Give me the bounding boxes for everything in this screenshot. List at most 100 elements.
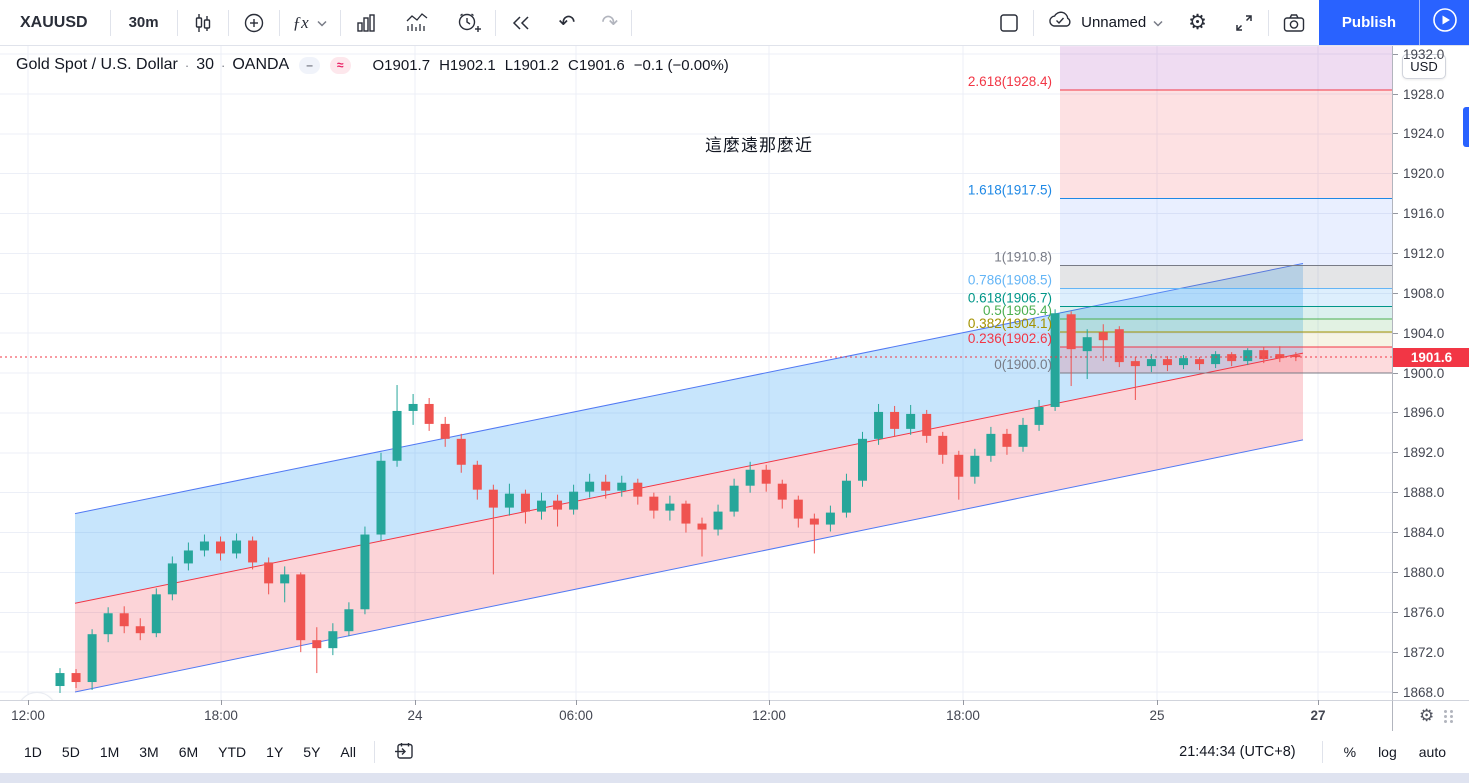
fib-band[interactable] bbox=[1060, 46, 1392, 91]
tick-mark bbox=[415, 700, 416, 705]
fullscreen-button[interactable] bbox=[1220, 0, 1268, 45]
chart-properties-button[interactable]: ⚙ bbox=[1175, 0, 1220, 45]
replay-button[interactable] bbox=[496, 0, 546, 45]
go-to-date-button[interactable] bbox=[383, 736, 425, 769]
log-scale-button[interactable]: log bbox=[1378, 744, 1397, 760]
fib-level-label: 1.618(1917.5) bbox=[968, 183, 1052, 198]
tick-mark bbox=[1318, 700, 1319, 705]
fullscreen-icon bbox=[1233, 12, 1255, 34]
fib-band[interactable] bbox=[1060, 90, 1392, 199]
candles-style-button[interactable] bbox=[178, 0, 228, 45]
legend-exchange[interactable]: OANDA bbox=[232, 56, 290, 73]
forecast-metrics-button[interactable] bbox=[391, 0, 443, 45]
chart-canvas[interactable]: 0(1900.0) 0.236(1902.6) 0.382(1904.1) 0.5(1… bbox=[0, 46, 1392, 700]
fib-band[interactable] bbox=[1060, 198, 1392, 266]
tick-mark bbox=[1393, 492, 1398, 494]
channel-upper-line[interactable] bbox=[74, 262, 1304, 515]
fib-band[interactable] bbox=[1060, 319, 1392, 333]
candle-body bbox=[906, 413, 916, 429]
time-axis[interactable]: 12:00 18:00 24 06:00 12:00 18:00 25 27 bbox=[0, 700, 1392, 731]
candle-body bbox=[841, 480, 851, 513]
alert-button[interactable] bbox=[443, 0, 495, 45]
currency-badge[interactable]: USD bbox=[1402, 54, 1446, 79]
fib-band[interactable] bbox=[1060, 306, 1392, 320]
range-1y-button[interactable]: 1Y bbox=[266, 744, 284, 760]
compare-add-button[interactable] bbox=[229, 0, 279, 45]
interval-button[interactable]: 30m bbox=[128, 14, 159, 31]
candle-body bbox=[1211, 354, 1221, 365]
candle-body bbox=[713, 511, 723, 530]
range-6m-button[interactable]: 6M bbox=[178, 744, 199, 760]
range-1m-button[interactable]: 1M bbox=[99, 744, 120, 760]
last-price-label: 1901.6 bbox=[1393, 347, 1469, 367]
range-all-button[interactable]: All bbox=[340, 744, 356, 760]
price-chart[interactable]: 0(1900.0) 0.236(1902.6)0.382(1904.1)0.5(1… bbox=[0, 46, 1392, 700]
candle-body bbox=[1114, 329, 1124, 363]
publish-menu-button[interactable] bbox=[1419, 0, 1469, 45]
candle-body bbox=[183, 550, 193, 564]
session-clock[interactable]: 21:44:34 (UTC+8) bbox=[1179, 744, 1296, 760]
price-tick-label: 1872.0 bbox=[1393, 644, 1469, 660]
axis-drag-handle-icon[interactable] bbox=[1444, 709, 1454, 723]
candle-body bbox=[761, 469, 771, 484]
price-tick-label: 1912.0 bbox=[1393, 245, 1469, 261]
candle-body bbox=[360, 534, 370, 610]
publish-button[interactable]: Publish bbox=[1319, 0, 1419, 45]
fib-band[interactable] bbox=[1060, 347, 1392, 374]
redo-arrow-icon: ↷ bbox=[601, 11, 619, 34]
price-value: 1896.0 bbox=[1403, 405, 1445, 421]
cloud-save-button[interactable]: Unnamed bbox=[1034, 0, 1175, 45]
text-annotation[interactable]: 這麼遠那麼近 bbox=[705, 136, 813, 155]
undo-arrow-icon: ↶ bbox=[558, 11, 576, 34]
fib-band[interactable] bbox=[1060, 332, 1392, 348]
legend-separator: · bbox=[220, 57, 226, 73]
candle-body bbox=[858, 438, 867, 481]
candle-body bbox=[488, 489, 498, 508]
channel-median-line[interactable] bbox=[74, 352, 1304, 604]
tick-mark bbox=[1393, 412, 1398, 414]
snapshot-button[interactable] bbox=[1269, 0, 1319, 45]
legend-interval[interactable]: 30 bbox=[196, 56, 214, 73]
candle-body bbox=[1098, 332, 1108, 341]
approx-pill-icon[interactable]: ≈ bbox=[329, 56, 351, 74]
tick-mark bbox=[1393, 651, 1398, 653]
percent-scale-button[interactable]: % bbox=[1343, 744, 1357, 760]
range-1d-button[interactable]: 1D bbox=[24, 744, 42, 760]
price-scale-slider[interactable] bbox=[1463, 107, 1469, 147]
rewind-icon bbox=[509, 11, 533, 35]
toolbar-separator bbox=[176, 9, 178, 36]
candle-body bbox=[504, 493, 514, 508]
range-5d-button[interactable]: 5D bbox=[61, 744, 80, 760]
undo-button[interactable]: ↶ bbox=[546, 0, 589, 45]
layout-square-icon bbox=[998, 12, 1020, 34]
channel-lower-line[interactable] bbox=[74, 439, 1304, 693]
auto-scale-button[interactable]: auto bbox=[1418, 744, 1446, 760]
select-layout-button[interactable] bbox=[985, 0, 1033, 45]
range-3m-button[interactable]: 3M bbox=[139, 744, 159, 760]
tick-mark bbox=[1157, 700, 1158, 705]
price-tick-label: 1928.0 bbox=[1393, 86, 1469, 102]
chart-legend: Gold Spot / U.S. Dollar · 30 · OANDA – ≈… bbox=[16, 56, 729, 74]
gear-icon[interactable]: ⚙ bbox=[1419, 706, 1435, 725]
candle-body bbox=[71, 673, 81, 683]
fib-band[interactable] bbox=[1060, 288, 1392, 307]
symbol-search-button[interactable]: XAUUSD bbox=[20, 13, 88, 31]
tick-mark bbox=[1393, 372, 1398, 374]
range-5y-button[interactable]: 5Y bbox=[303, 744, 321, 760]
price-value: 1868.0 bbox=[1403, 684, 1445, 700]
symbol-title[interactable]: Gold Spot / U.S. Dollar bbox=[16, 56, 178, 73]
price-tick-label: 1868.0 bbox=[1393, 684, 1469, 700]
candle-body bbox=[825, 512, 835, 525]
candle-body bbox=[1002, 433, 1012, 447]
redo-button[interactable]: ↷ bbox=[588, 0, 631, 45]
candle-body bbox=[649, 496, 659, 511]
candle-body bbox=[970, 455, 980, 477]
indicators-button[interactable]: ƒx bbox=[280, 0, 340, 45]
time-tick-label: 25 bbox=[1127, 700, 1187, 723]
dash-pill-icon[interactable]: – bbox=[299, 56, 320, 74]
fib-band[interactable] bbox=[1060, 265, 1392, 289]
candle-body bbox=[890, 411, 900, 429]
price-axis[interactable]: USD 1932.0 1928.0 1924.0 1920.0 1916.0 1912.0… bbox=[1392, 46, 1469, 700]
indicator-templates-button[interactable] bbox=[341, 0, 391, 45]
range-ytd-button[interactable]: YTD bbox=[218, 744, 247, 760]
